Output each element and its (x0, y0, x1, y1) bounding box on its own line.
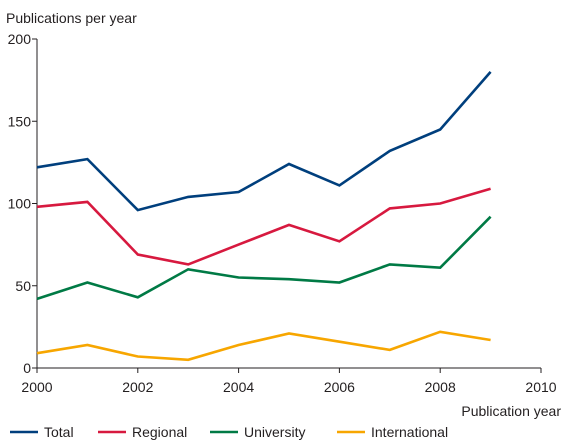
legend-label-international: International (371, 424, 448, 440)
series-line-total (36, 71, 492, 212)
y-axis-label: Publications per year (6, 10, 137, 26)
legend: Total Regional University International (10, 424, 448, 440)
legend-label-regional: Regional (132, 424, 187, 440)
y-tick-label: 200 (8, 31, 32, 47)
x-tick-label: 2010 (525, 379, 556, 395)
legend-label-university: University (244, 424, 305, 440)
y-tick-label: 150 (8, 113, 32, 129)
x-tick-label: 2008 (425, 379, 456, 395)
x-tick-label: 2000 (21, 379, 52, 395)
tick-labels: 0 50 100 150 200 2000 2002 2004 2006 2008 2010 (8, 31, 557, 395)
y-tick-label: 0 (23, 360, 31, 376)
series-line-university (36, 215, 492, 301)
series-line-international (36, 330, 491, 362)
series-lines (36, 71, 492, 362)
axes (32, 38, 542, 373)
series-line-regional (36, 187, 491, 266)
legend-label-total: Total (44, 424, 74, 440)
x-axis-label: Publication year (461, 403, 561, 419)
x-tick-label: 2002 (122, 379, 153, 395)
x-tick-label: 2006 (324, 379, 355, 395)
x-tick-label: 2004 (223, 379, 254, 395)
y-tick-label: 50 (15, 278, 31, 294)
y-tick-label: 100 (8, 196, 32, 212)
